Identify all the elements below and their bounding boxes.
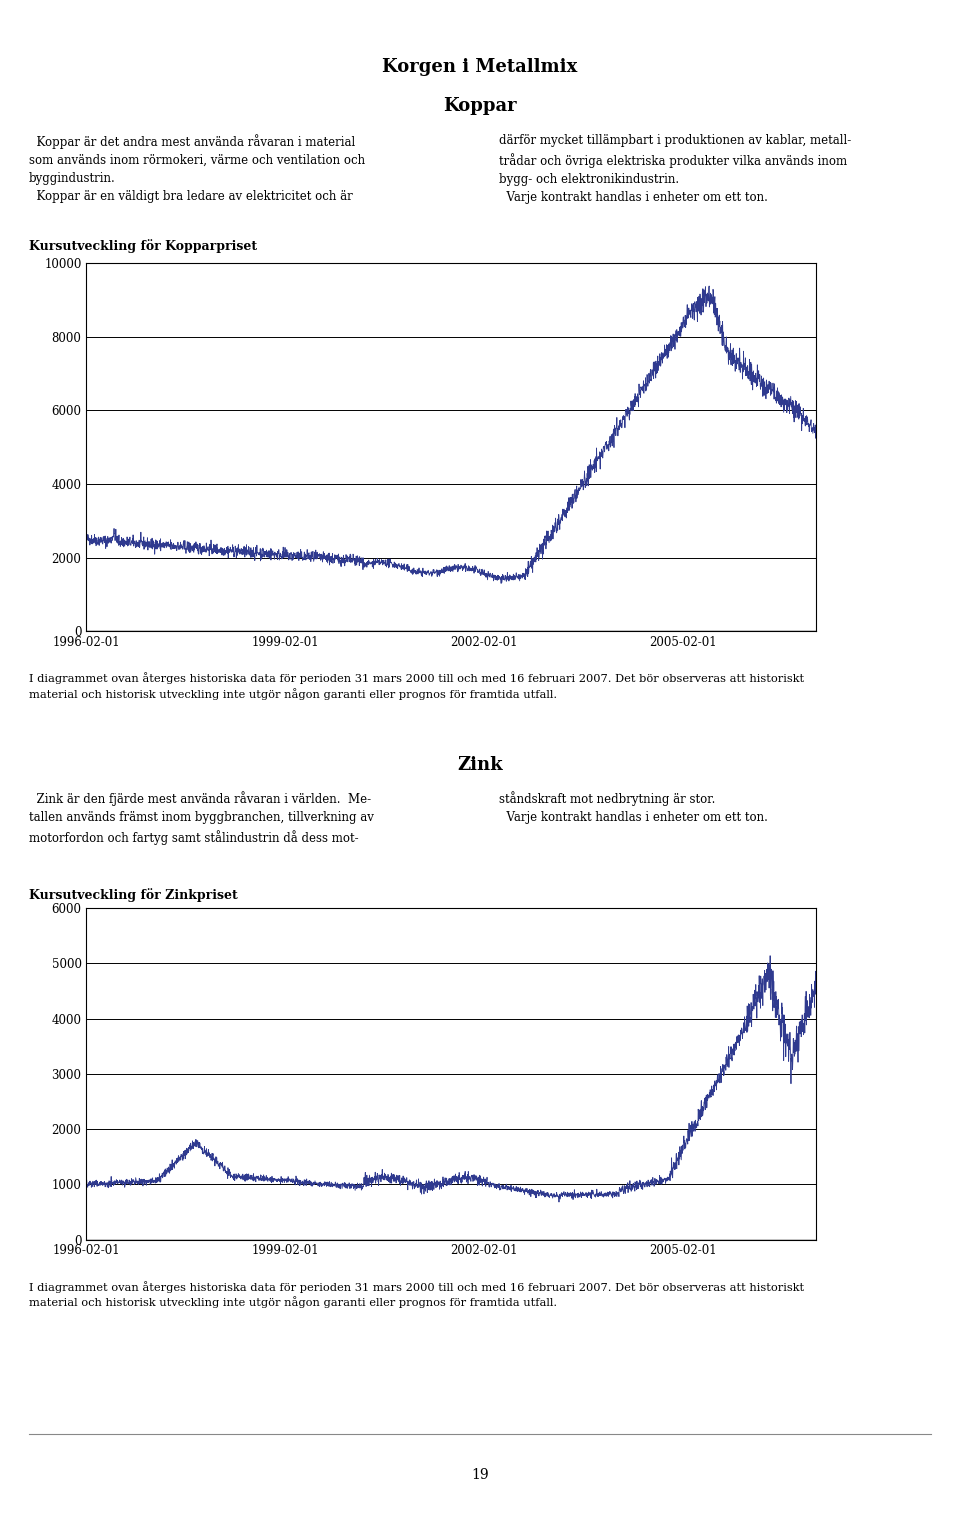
Text: Zink är den fjärde mest använda råvaran i världen.  Me-
tallen används främst in: Zink är den fjärde mest använda råvaran … <box>29 791 373 844</box>
Text: 19: 19 <box>471 1468 489 1483</box>
Text: Korgen i Metallmix: Korgen i Metallmix <box>382 58 578 76</box>
Text: Kursutveckling för Zinkpriset: Kursutveckling för Zinkpriset <box>29 888 237 902</box>
Text: Koppar: Koppar <box>444 97 516 116</box>
Text: Kursutveckling för Kopparpriset: Kursutveckling för Kopparpriset <box>29 239 257 252</box>
Text: ståndskraft mot nedbrytning är stor.
  Varje kontrakt handlas i enheter om ett t: ståndskraft mot nedbrytning är stor. Var… <box>499 791 768 824</box>
Text: I diagrammet ovan återges historiska data för perioden 31 mars 2000 till och med: I diagrammet ovan återges historiska dat… <box>29 1281 804 1308</box>
Text: Zink: Zink <box>457 756 503 774</box>
Text: Koppar är det andra mest använda råvaran i material
som används inom rörmokeri, : Koppar är det andra mest använda råvaran… <box>29 134 365 202</box>
Text: därför mycket tillämpbart i produktionen av kablar, metall-
trådar och övriga el: därför mycket tillämpbart i produktionen… <box>499 134 852 204</box>
Text: I diagrammet ovan återges historiska data för perioden 31 mars 2000 till och med: I diagrammet ovan återges historiska dat… <box>29 672 804 700</box>
